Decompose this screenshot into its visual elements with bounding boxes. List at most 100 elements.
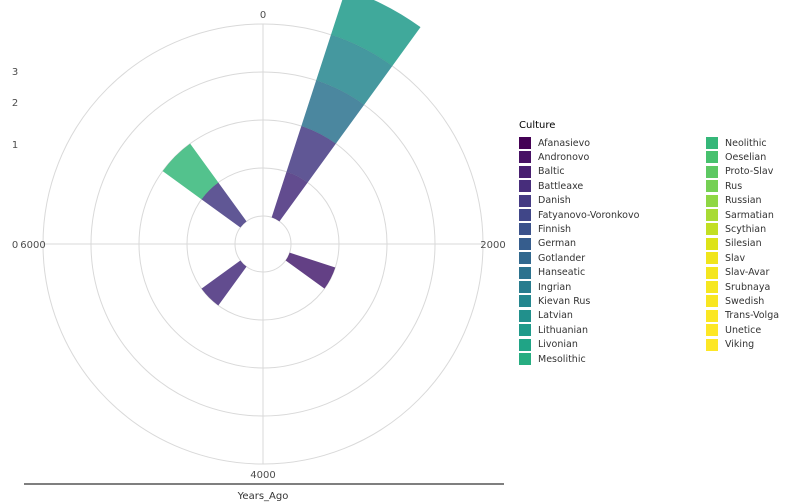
legend-item: Lithuanian [519,323,588,337]
legend-key [519,324,531,337]
legend-label: Swedish [725,295,765,307]
legend-label: Lithuanian [538,324,589,336]
legend-item: Unetice [706,323,761,337]
legend-item: Afanasievo [519,136,590,150]
legend-key [706,338,718,351]
legend-item: Danish [519,194,571,208]
legend-label: Slav-Avar [725,267,770,279]
legend-label: Battleaxe [538,180,584,192]
legend-key [706,194,718,207]
bar-wedge [285,252,336,289]
bar-wedge [286,126,336,183]
legend-label: Slav [725,252,746,264]
legend-key [519,180,531,193]
legend-item: Trans-Volga [706,309,779,323]
bar-wedge [330,0,421,67]
legend-label: Danish [538,195,571,207]
legend-label: Rus [725,180,743,192]
legend-item: Ingrian [519,280,571,294]
bar-wedge [201,260,247,306]
legend-key [706,180,718,193]
legend-label: Sarmatian [725,209,774,221]
y-tick-label: 3 [12,67,18,78]
legend-key [519,151,531,164]
legend-key [706,209,718,221]
legend-key [706,151,718,164]
legend-key [706,137,718,149]
legend-item: Proto-Slav [706,165,773,179]
legend-item: Hanseatic [519,266,585,280]
legend-item: Fatyanovo-Voronkovo [519,208,639,222]
legend-key [706,309,718,322]
legend-item: Finnish [519,222,571,236]
legend-item: Andronovo [519,150,589,164]
legend-key [706,266,718,279]
legend-label: Hanseatic [538,267,586,279]
legend-item: Silesian [706,237,762,251]
legend-item: Latvian [519,309,573,323]
legend-key [519,237,531,250]
legend-key [519,223,531,236]
legend-item: Russian [706,194,762,208]
legend-label: Baltic [538,166,565,178]
legend-label: Fatyanovo-Voronkovo [538,209,640,221]
legend-label: Ingrian [538,281,572,293]
legend-key [519,281,531,293]
legend-key [706,237,718,250]
legend-label: German [538,238,577,250]
legend-item: Slav-Avar [706,266,769,280]
legend-key [706,324,718,337]
legend-label: Oeselian [725,151,767,163]
legend-key [706,223,718,236]
y-tick-label: 1 [12,140,18,151]
legend-item: Baltic [519,165,565,179]
legend-label: Unetice [725,324,762,336]
bar-wedge [316,34,393,105]
legend-item: Rus [706,179,742,193]
legend-item: Viking [706,338,754,352]
legend-key [519,338,531,351]
legend-label: Andronovo [538,151,590,163]
legend-item: Livonian [519,338,578,352]
legend-label: Latvian [538,310,573,322]
x-tick-label: 4000 [250,470,275,481]
legend-item: Slav [706,251,745,265]
legend-label: Kievan Rus [538,295,591,307]
legend-label: Viking [725,339,755,351]
legend-item: Neolithic [706,136,767,150]
legend-label: Proto-Slav [725,166,774,178]
legend-item: Scythian [706,222,766,236]
legend-key [519,309,531,322]
legend-item: Mesolithic [519,352,586,366]
legend-item: Srubnaya [706,280,770,294]
legend-title: Culture [519,120,556,131]
legend-label: Neolithic [725,137,767,149]
bar-wedge [201,182,247,228]
legend-label: Scythian [725,223,767,235]
legend-label: Russian [725,195,762,207]
legend: Culture Afanasievo Andronovo Baltic Battlea… [519,120,789,370]
legend-label: Finnish [538,223,572,235]
legend-key [706,252,718,265]
legend-label: Trans-Volga [725,310,780,322]
bar-wedge [271,171,308,222]
legend-item: Kievan Rus [519,294,590,308]
y-tick-label: 2 [12,98,18,109]
legend-item: Sarmatian [706,208,774,222]
legend-label: Afanasievo [538,137,591,149]
legend-label: Silesian [725,238,762,250]
x-tick-label: 0 [260,10,266,21]
legend-key [519,209,531,221]
legend-key [519,194,531,207]
legend-item: Battleaxe [519,179,583,193]
x-tick-label: 2000 [480,240,505,251]
legend-key [519,252,531,265]
legend-key [706,281,718,293]
legend-key [519,295,531,308]
legend-key [519,353,531,365]
legend-key [706,165,718,178]
bar-wedge [162,143,219,200]
legend-key [706,295,718,308]
x-tick-label: 6000 [20,240,45,251]
